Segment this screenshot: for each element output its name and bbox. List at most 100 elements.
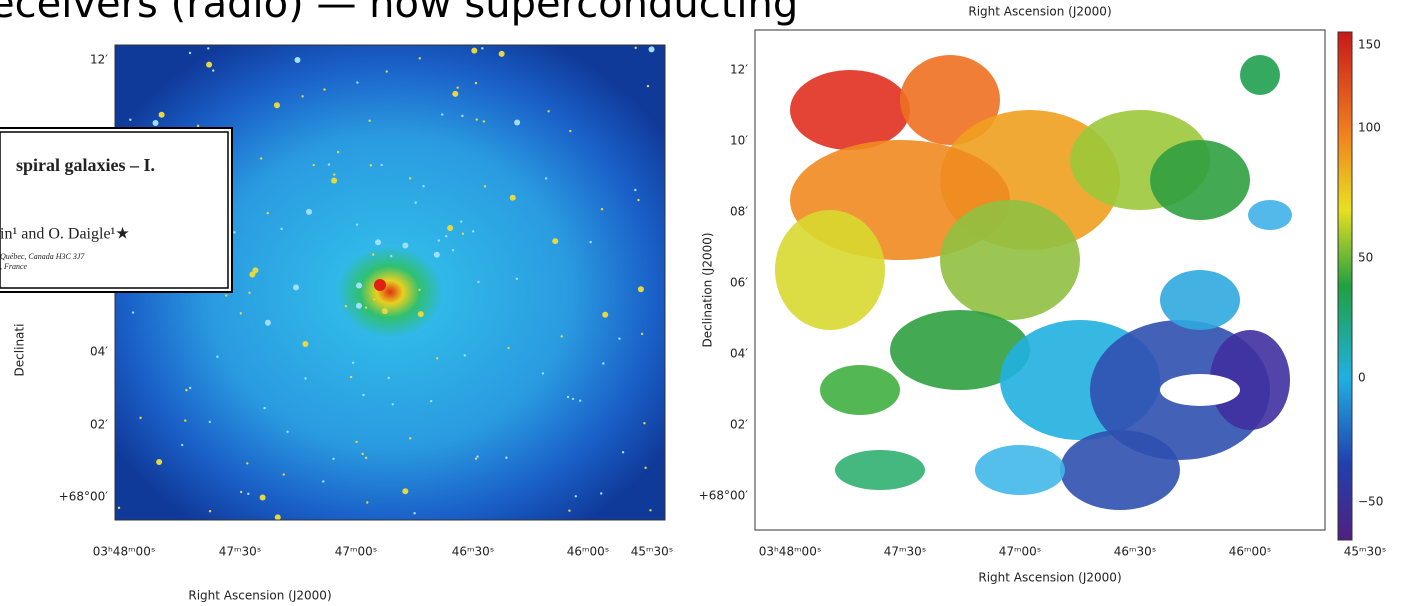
star [286,431,288,433]
star [461,115,463,117]
star [380,164,382,166]
paper-affiliation: Québec, Canada H3C 3J7 [0,252,85,261]
star [600,492,602,494]
star [477,281,479,283]
star [390,255,392,257]
star [641,333,643,335]
star [207,47,209,49]
star [159,112,165,118]
slide-title: eceivers (radio) — now superconducting [0,0,798,27]
star [189,52,191,54]
star [265,320,271,326]
paper-authors: in¹ and O. Daigle¹★ [0,226,130,243]
star [392,403,394,405]
star [419,57,421,59]
star [386,70,388,72]
star [355,441,357,443]
star [418,311,424,317]
velocity-region [1150,140,1250,220]
star [422,185,424,187]
y-tick-label: +68°00′ [59,490,109,504]
colorbar-label: 100 [1358,121,1381,135]
x-tick-label: 47ᵐ00ˢ [335,545,378,559]
y-tick-label: 12′ [730,63,748,77]
star [402,488,408,494]
star [139,417,141,419]
star [476,118,478,120]
star [388,377,390,379]
velocity-region [1060,430,1180,510]
star [373,298,375,300]
star [649,509,651,511]
star [438,239,440,241]
star [332,458,334,460]
star [475,82,477,84]
star [301,95,303,97]
star [368,120,370,122]
star [409,437,411,439]
velocity-region [1240,55,1280,95]
star [643,422,645,424]
star [212,69,214,71]
star [413,512,415,514]
star [333,173,335,175]
velocity-region [1160,270,1240,330]
page: eceivers (radio) — now superconducting D… [0,0,1403,602]
star [356,81,358,83]
star [216,356,218,358]
colorbar [1338,32,1352,540]
star [323,88,325,90]
star [225,294,227,296]
star [409,177,411,179]
star [452,249,454,251]
star [118,507,120,509]
star [356,223,358,225]
y-tick-label: +68°00′ [699,489,749,503]
right-top-label: Right Ascension (J2000) [968,5,1111,19]
velocity-region [775,210,885,330]
star [647,85,649,87]
star [505,457,507,459]
y-tick-label: 04′ [730,347,748,361]
star [569,130,571,132]
star [246,462,248,464]
velocity-region [1248,200,1292,230]
right-x-label: Right Ascension (J2000) [978,571,1121,585]
paper-clip [0,128,232,292]
star [445,235,447,237]
velocity-region [975,445,1065,495]
star [156,459,162,465]
star [302,341,308,347]
star [483,120,485,122]
star [441,113,443,115]
x-tick-label: 47ᵐ30ˢ [219,545,262,559]
star [375,239,381,245]
star [567,396,569,398]
colorbar-label: 50 [1358,251,1373,265]
star [248,292,250,294]
star [575,495,577,497]
star [313,164,315,166]
star [601,208,603,210]
star [249,271,255,277]
star [240,491,242,493]
y-tick-label: 04′ [90,345,108,359]
x-tick-label: 45ᵐ30ˢ [631,545,674,559]
y-tick-label: 06′ [730,276,748,290]
star [568,509,570,511]
star [260,157,262,159]
star [356,303,362,309]
y-tick-label: 12′ [90,53,108,67]
star [275,514,281,520]
star [132,311,134,313]
star [589,241,591,243]
star [472,230,474,232]
star [434,252,440,258]
velocity-map [775,55,1292,510]
star [514,119,520,125]
x-tick-label: 47ᵐ00ˢ [999,545,1042,559]
star [634,47,636,49]
star [280,228,282,230]
star [267,212,269,214]
colorbar-label: 150 [1358,38,1381,52]
